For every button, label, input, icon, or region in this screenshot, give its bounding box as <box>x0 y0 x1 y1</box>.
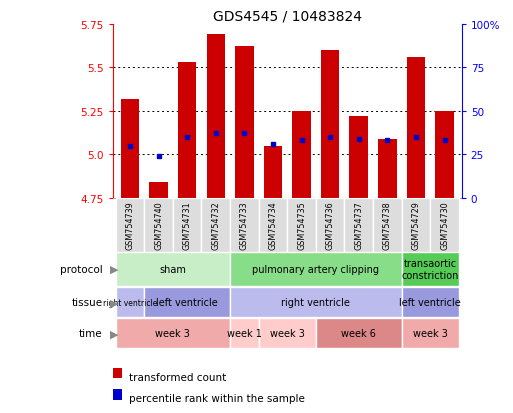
Text: GSM754732: GSM754732 <box>211 201 220 249</box>
Bar <box>116 253 230 286</box>
Text: left ventricle: left ventricle <box>400 297 461 308</box>
Bar <box>116 287 144 317</box>
Text: week 6: week 6 <box>341 328 376 339</box>
Title: GDS4545 / 10483824: GDS4545 / 10483824 <box>213 9 362 24</box>
Text: GSM754734: GSM754734 <box>268 201 278 249</box>
Bar <box>287 198 316 252</box>
Text: GSM754730: GSM754730 <box>440 201 449 249</box>
Text: week 3: week 3 <box>155 328 190 339</box>
Bar <box>435 112 454 198</box>
Text: pulmonary artery clipping: pulmonary artery clipping <box>252 264 380 275</box>
Text: GSM754738: GSM754738 <box>383 201 392 249</box>
Bar <box>202 198 230 252</box>
Bar <box>402 319 459 349</box>
Text: sham: sham <box>160 264 186 275</box>
Text: right ventricle: right ventricle <box>103 298 157 307</box>
Bar <box>113 389 122 400</box>
Bar <box>149 183 168 198</box>
Bar <box>207 35 225 198</box>
Text: GSM754729: GSM754729 <box>411 201 421 250</box>
Bar <box>402 287 459 317</box>
Text: ▶: ▶ <box>110 264 119 275</box>
Bar <box>344 198 373 252</box>
Bar <box>144 287 230 317</box>
Bar <box>430 198 459 252</box>
Bar <box>349 117 368 198</box>
Bar <box>407 58 425 198</box>
Bar <box>178 63 196 198</box>
Bar <box>292 112 311 198</box>
Bar <box>402 253 459 286</box>
Text: GSM754737: GSM754737 <box>354 201 363 249</box>
Bar <box>116 198 144 252</box>
Text: left ventricle: left ventricle <box>156 297 218 308</box>
Bar <box>144 198 173 252</box>
Bar <box>121 100 140 198</box>
Bar <box>373 198 402 252</box>
Bar <box>173 198 202 252</box>
Bar <box>264 146 282 198</box>
Text: week 3: week 3 <box>270 328 305 339</box>
Bar <box>259 198 287 252</box>
Text: right ventricle: right ventricle <box>282 297 350 308</box>
Text: time: time <box>79 328 103 339</box>
Text: transaortic
constriction: transaortic constriction <box>402 259 459 280</box>
Text: protocol: protocol <box>60 264 103 275</box>
Bar <box>378 139 397 198</box>
Bar <box>259 319 316 349</box>
Bar <box>235 47 254 198</box>
Text: ▶: ▶ <box>110 328 119 339</box>
Bar <box>316 319 402 349</box>
Text: ▶: ▶ <box>110 297 119 308</box>
Bar <box>230 198 259 252</box>
Text: GSM754735: GSM754735 <box>297 201 306 249</box>
Bar <box>116 319 230 349</box>
Bar <box>230 287 402 317</box>
Bar <box>230 319 259 349</box>
Bar <box>321 51 340 198</box>
Bar <box>230 253 402 286</box>
Text: week 3: week 3 <box>413 328 448 339</box>
Text: GSM754739: GSM754739 <box>126 201 134 249</box>
Bar <box>113 368 122 378</box>
Text: percentile rank within the sample: percentile rank within the sample <box>129 393 304 403</box>
Text: GSM754736: GSM754736 <box>326 201 334 249</box>
Bar <box>316 198 344 252</box>
Text: GSM754733: GSM754733 <box>240 201 249 249</box>
Text: transformed count: transformed count <box>129 372 226 382</box>
Bar <box>402 198 430 252</box>
Text: GSM754740: GSM754740 <box>154 201 163 249</box>
Text: week 1: week 1 <box>227 328 262 339</box>
Text: GSM754731: GSM754731 <box>183 201 192 249</box>
Text: tissue: tissue <box>71 297 103 308</box>
